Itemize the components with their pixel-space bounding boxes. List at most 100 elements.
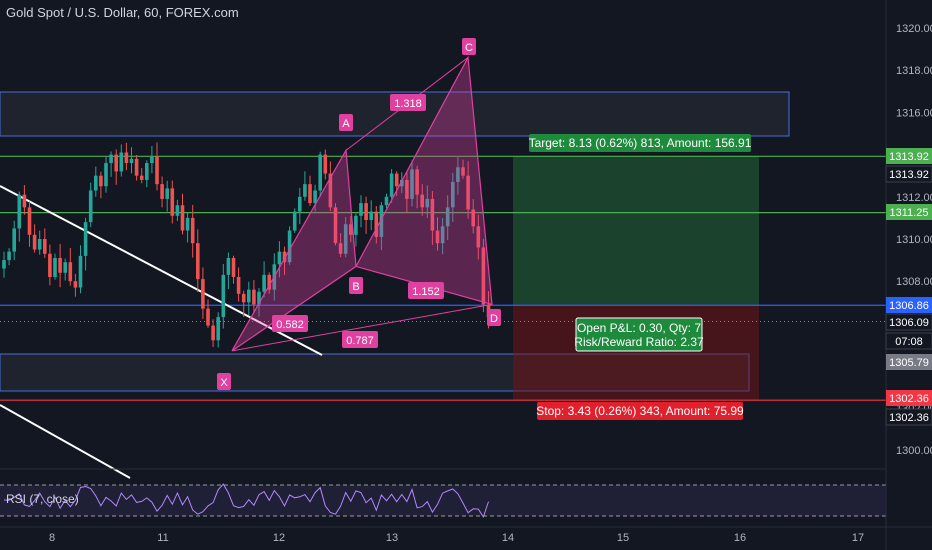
price-label-box [886,390,932,406]
price-label-box [886,354,932,370]
candle-body [241,293,246,303]
candle-body [160,184,164,199]
candle-body [236,276,241,294]
candle-body [170,188,175,216]
pattern-ratio-label: 0.582 [276,319,304,331]
candle-body [124,152,129,164]
candle-body [32,234,37,250]
candle-body [415,169,419,195]
candle-body [155,156,159,185]
candle-body [43,239,47,254]
pattern-xab [231,148,357,352]
candle-body [476,226,481,248]
price-label-box [886,204,932,220]
candle-body [114,154,118,172]
candle-body [313,190,317,204]
target-zone [513,156,759,306]
candle-body [165,188,169,199]
candle-body [343,224,348,254]
candle-body [27,207,32,235]
candle-body [48,253,52,277]
candle-body [425,198,430,208]
price-tick: 1300.00 [896,445,932,457]
price-tick: 1316.00 [896,107,932,119]
time-tick: 14 [502,532,514,544]
price-label: 1305.79 [889,357,929,369]
candle-body [247,289,251,303]
candle-body [354,215,358,235]
candle-body [221,274,226,318]
candle-body [292,211,297,231]
candle-body [211,325,215,341]
price-label-box [886,297,932,313]
candle-body [471,209,475,227]
candle-body [435,230,440,244]
candle-body [22,194,27,208]
price-tick: 1308.00 [896,276,932,288]
candle-body [328,173,333,208]
pattern-point-badge [349,277,363,294]
candle-body [389,173,394,197]
rsi-line [3,483,489,519]
pnl-line-1: Open P&L: 0.30, Qty: 7 [577,321,701,335]
candle-body [119,152,124,172]
candle-body [216,317,220,341]
time-tick: 15 [617,532,629,544]
candle-body [359,203,363,216]
candle-body [94,175,98,191]
pattern-xd-line [231,303,493,352]
trend-line-lower [0,404,131,479]
candle-body [190,217,195,244]
candle-body [451,182,455,208]
time-tick: 16 [734,532,746,544]
candle-body [109,154,113,164]
candle-body [318,154,322,191]
candle-body [267,274,271,290]
candle-body [68,262,73,282]
price-label-box [885,313,932,331]
price-tick: 1310.00 [896,234,932,246]
candle-body [420,194,424,208]
price-label-box [885,332,932,350]
price-tick: 1320.00 [896,23,932,35]
candle-body [323,154,328,174]
pattern-point-b: B [352,281,359,293]
price-label-box [885,165,932,183]
price-label: 1306.09 [889,317,929,329]
candle-body [282,251,287,263]
candle-body [379,205,384,237]
candle-body [308,184,312,204]
trend-line-upper [0,185,323,356]
time-tick: 17 [852,532,864,544]
candle-body [384,196,389,206]
candle-body [139,175,144,180]
candle-body [262,274,266,292]
time-tick: 8 [49,532,55,544]
pattern-ratio-label: 0.787 [346,335,374,347]
candle-body [7,251,11,261]
ratio-badge [390,94,426,111]
time-tick: 13 [386,532,398,544]
candle-body [99,175,103,187]
candle-body [58,257,62,273]
candle-body [226,257,231,275]
pattern-point-badge [462,38,476,55]
stop-label: Stop: 3.43 (0.26%) 343, Amount: 75.99 [536,404,744,418]
time-tick: 11 [157,532,168,544]
candle-body [369,211,373,221]
candle-body [206,308,210,326]
candle-body [53,257,57,277]
candle-body [63,262,67,273]
candle-body [277,251,282,265]
price-tick: 1312.00 [896,192,932,204]
candle-body [445,207,450,227]
pattern-point-a: A [342,118,350,130]
price-label: 1313.92 [889,169,929,181]
price-label: 1302.36 [889,393,929,405]
candle-body [298,196,302,212]
candle-body [129,158,134,164]
candle-body [303,184,307,197]
candle-body [12,228,16,252]
candle-body [394,173,399,187]
